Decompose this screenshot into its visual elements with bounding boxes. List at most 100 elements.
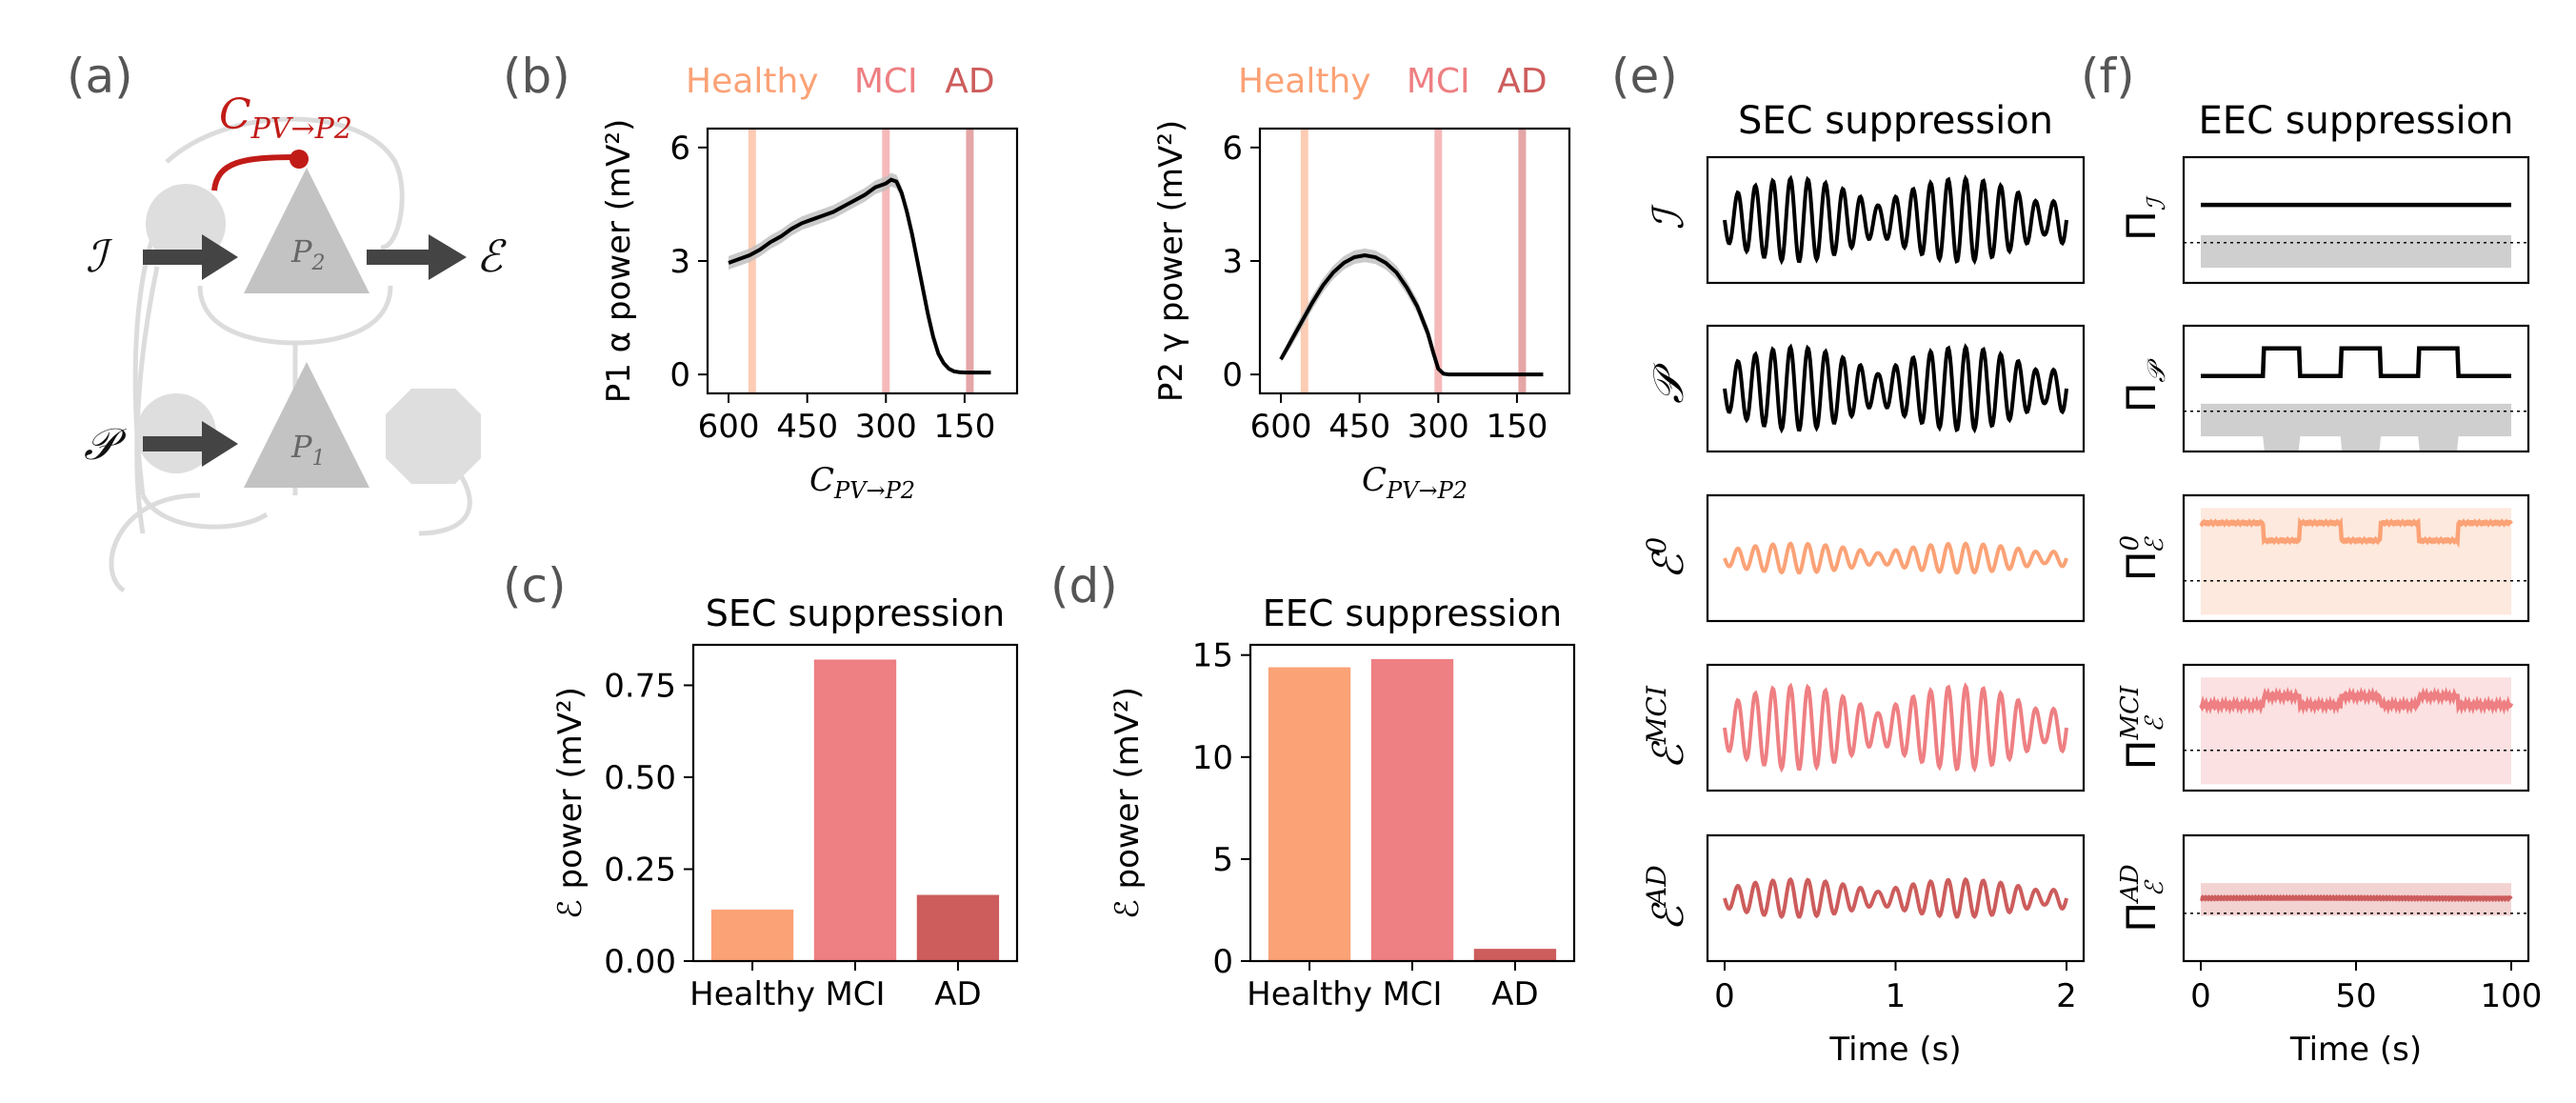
rate-line <box>2199 893 2513 903</box>
y-tick-label: 3 <box>669 243 690 281</box>
stage-marker-mci <box>882 129 890 393</box>
axes-frame <box>691 643 1019 963</box>
panel-label-a: (a) <box>67 49 133 104</box>
trace-frame <box>2182 324 2530 453</box>
bar-ad <box>1473 949 1557 961</box>
panel-b-gamma-power: Healthy MCI AD 600 450 300 150 0 3 6 P2 γ power (m… <box>1152 62 1571 504</box>
output-e-arrow-head <box>429 234 467 280</box>
trace-label: Π0ℰ <box>2116 535 2169 581</box>
panel-b-alpha-power: Healthy MCI AD 600 450 300 150 0 3 6 P1 α power (m… <box>600 62 1019 504</box>
y-tick-label: 0.50 <box>604 759 676 797</box>
trace-label: ΠADℰ <box>2116 864 2169 932</box>
trace-frame <box>1706 493 2086 623</box>
trace-frame <box>2182 493 2530 623</box>
y-tick-label: 10 <box>1192 739 1233 777</box>
chart-title: SEC suppression <box>706 592 1006 634</box>
stage-marker-ad <box>1518 129 1527 393</box>
y-tick-label: 0.75 <box>604 667 676 705</box>
panel-c-sec-bars: SEC suppression Healthy MCI AD 0.00 0.25 0.50 0… <box>551 592 1019 1013</box>
x-tick-label: 150 <box>933 408 995 446</box>
output-e-arrow-shaft <box>367 250 431 265</box>
stage-label-healthy: Healthy <box>686 62 819 101</box>
x-tick-label: 600 <box>698 408 760 446</box>
trace-line <box>1723 174 2068 266</box>
y-tick-label: 0.00 <box>604 943 676 981</box>
y-tick-label: 0.25 <box>604 851 676 889</box>
trace-line <box>1723 541 2068 575</box>
input-i-label: ℐ <box>86 231 113 282</box>
x-tick-label: 100 <box>2481 977 2543 1015</box>
x-axis-label: CPV→P2 <box>809 461 915 504</box>
x-tick-label: 450 <box>776 408 838 446</box>
x-tick-label: Healthy <box>689 975 815 1013</box>
series-line <box>728 177 991 375</box>
panel-label-e: (e) <box>1611 49 1678 104</box>
highlighted-connection <box>211 154 296 191</box>
y-tick-label: 3 <box>1222 243 1243 281</box>
highlighted-connection-terminal <box>290 150 309 169</box>
panel-label-b: (b) <box>503 49 570 104</box>
x-tick-label: 0 <box>2190 977 2211 1015</box>
stage-marker-healthy <box>1300 129 1308 393</box>
x-tick-label: MCI <box>825 975 885 1013</box>
output-e-label: ℰ <box>476 231 507 282</box>
rate-line <box>2201 346 2511 379</box>
trace-label: Πℐ <box>2118 195 2171 241</box>
input-p-arrow-shaft <box>143 436 205 451</box>
trace-label: ℰ0 <box>1641 537 1693 579</box>
trace-frame <box>1706 155 2086 285</box>
stage-label-ad: AD <box>945 62 994 101</box>
trace-frame <box>1706 663 2086 792</box>
activity-band <box>2201 234 2511 269</box>
rate-line <box>2199 516 2513 549</box>
bar-healthy <box>710 909 794 961</box>
x-tick-label: 1 <box>1886 977 1907 1015</box>
x-tick-label: AD <box>934 975 981 1013</box>
panel-d-eec-bars: EEC suppression Healthy MCI AD 0 5 10 15 ℰ power… <box>1108 592 1576 1013</box>
trace-line <box>1723 682 2068 773</box>
pyramidal-p1-label: P1 <box>290 429 326 471</box>
stage-marker-ad <box>966 129 974 393</box>
x-tick-label: 300 <box>1408 408 1469 446</box>
panel-label-c: (c) <box>503 558 567 613</box>
y-axis-label: ℰ power (mV²) <box>551 687 589 919</box>
stage-label-mci: MCI <box>854 62 918 101</box>
y-tick-label: 15 <box>1192 637 1233 675</box>
panel-e-sec-traces: SEC suppression ℐ 𝒫 ℰ0 ℰMCI ℰAD 0 1 2 Time (s) <box>1641 99 2086 1069</box>
x-tick-label: 450 <box>1328 408 1390 446</box>
y-axis-label: ℰ power (mV²) <box>1108 687 1147 919</box>
input-p-label: 𝒫 <box>84 418 127 470</box>
stage-label-mci: MCI <box>1407 62 1470 101</box>
x-axis-label: CPV→P2 <box>1362 461 1468 504</box>
rate-line <box>2199 686 2514 715</box>
stage-marker-healthy <box>748 129 756 393</box>
x-tick-label: 0 <box>1714 977 1735 1015</box>
circuit-diagram: P2 P1 CPV→P2 ℐ 𝒫 ℰ <box>84 90 507 593</box>
trace-frame <box>2182 155 2530 285</box>
panel-label-f: (f) <box>2081 49 2135 104</box>
x-axis-label: Time (s) <box>1828 1031 1961 1069</box>
y-axis-label: P1 α power (mV²) <box>600 119 638 404</box>
trace-frame <box>2182 663 2530 792</box>
x-tick-label: MCI <box>1382 975 1442 1013</box>
x-tick-label: 50 <box>2335 977 2376 1015</box>
y-tick-label: 0 <box>1222 356 1243 394</box>
som-interneuron-octagon <box>386 389 481 484</box>
input-i-arrow-head <box>202 234 238 280</box>
y-tick-label: 0 <box>669 356 690 394</box>
x-tick-label: 600 <box>1250 408 1312 446</box>
y-tick-label: 6 <box>669 130 690 168</box>
x-tick-label: 300 <box>855 408 917 446</box>
pyramidal-p2-label: P2 <box>290 233 326 275</box>
x-tick-label: 2 <box>2056 977 2077 1015</box>
bar-healthy <box>1268 667 1351 961</box>
y-tick-label: 6 <box>1222 130 1243 168</box>
chart-title: EEC suppression <box>2199 99 2514 143</box>
chart-title: EEC suppression <box>1263 592 1562 634</box>
trace-label: ℰMCI <box>1641 685 1693 770</box>
bar-ad <box>916 894 1000 961</box>
trace-label: Π𝒫 <box>2118 358 2171 413</box>
y-tick-label: 0 <box>1212 943 1233 981</box>
input-i-arrow-shaft <box>143 250 205 265</box>
trace-label: 𝒫 <box>1645 363 1693 404</box>
